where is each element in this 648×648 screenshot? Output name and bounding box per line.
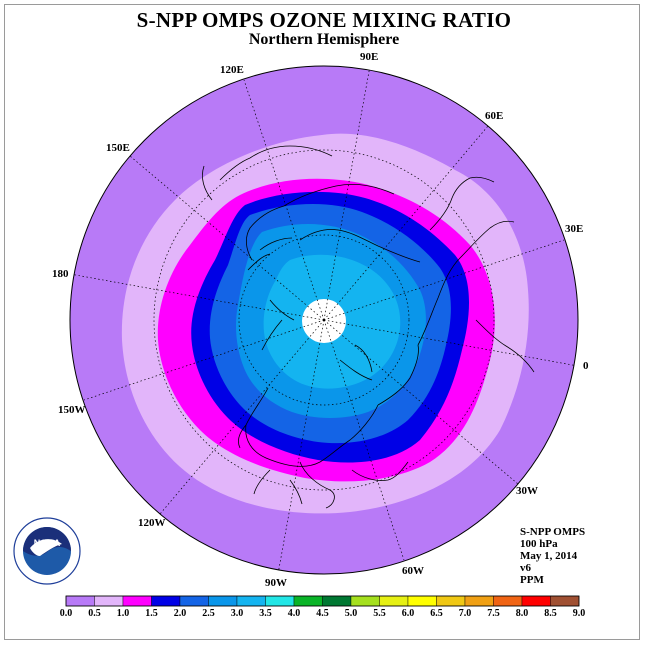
colorbar-swatch xyxy=(236,595,266,607)
colorbar-swatch xyxy=(94,595,124,607)
lon-label-90e: 90E xyxy=(360,51,379,63)
colorbar-tick-label: 9.0 xyxy=(572,608,586,619)
colorbar-tick-label: 7.0 xyxy=(458,608,472,619)
info-units: PPM xyxy=(520,574,544,586)
colorbar-swatch xyxy=(493,595,523,607)
lon-label-120e: 120E xyxy=(220,64,244,76)
colorbar-swatch xyxy=(151,595,181,607)
lon-label-60w: 60W xyxy=(402,565,424,577)
logo-text: NOAA xyxy=(34,538,61,548)
lon-label-150w: 150W xyxy=(58,404,86,416)
colorbar xyxy=(65,595,580,607)
graticule xyxy=(70,66,578,574)
page-subtitle: Northern Hemisphere xyxy=(248,31,400,48)
lon-label-180: 180 xyxy=(52,268,69,280)
colorbar-tick-label: 4.5 xyxy=(316,608,329,619)
lon-label-0: 0 xyxy=(583,360,589,372)
lon-label-150e: 150E xyxy=(106,142,130,154)
colorbar-swatch xyxy=(65,595,95,607)
map-boundary xyxy=(69,65,579,575)
info-instrument: S-NPP OMPS xyxy=(520,526,586,538)
colorbar-swatch xyxy=(322,595,352,607)
lon-label-30w: 30W xyxy=(516,485,538,497)
info-date: May 1, 2014 xyxy=(520,550,578,562)
colorbar-tick-label: 1.5 xyxy=(145,608,158,619)
colorbar-swatch xyxy=(436,595,466,607)
lon-label-120w: 120W xyxy=(138,517,166,529)
lon-label-30e: 30E xyxy=(565,223,584,235)
colorbar-swatch xyxy=(122,595,152,607)
colorbar-tick-label: 6.5 xyxy=(430,608,443,619)
colorbar-swatch xyxy=(293,595,323,607)
colorbar-swatch xyxy=(521,595,551,607)
lon-label-90w: 90W xyxy=(265,577,287,589)
colorbar-tick-label: 2.5 xyxy=(202,608,215,619)
colorbar-tick-label: 0.0 xyxy=(59,608,73,619)
info-pressure: 100 hPa xyxy=(520,538,558,550)
colorbar-tick-label: 6.0 xyxy=(401,608,415,619)
colorbar-tick-label: 7.5 xyxy=(487,608,500,619)
colorbar-swatch xyxy=(208,595,238,607)
colorbar-tick-label: 4.0 xyxy=(287,608,301,619)
colorbar-tick-label: 3.0 xyxy=(230,608,244,619)
info-block: S-NPP OMPS 100 hPa May 1, 2014 v6 PPM xyxy=(520,526,585,586)
colorbar-tick-label: 5.5 xyxy=(373,608,386,619)
colorbar-tick-label: 8.5 xyxy=(544,608,557,619)
colorbar-tick-label: 8.0 xyxy=(515,608,529,619)
colorbar-tick-label: 5.0 xyxy=(344,608,358,619)
colorbar-swatch xyxy=(179,595,209,607)
lon-label-60e: 60E xyxy=(485,110,504,122)
colorbar-swatch xyxy=(350,595,380,607)
colorbar-swatch xyxy=(265,595,295,607)
info-version: v6 xyxy=(520,562,531,574)
colorbar-tick-label: 1.0 xyxy=(116,608,130,619)
page-title: S-NPP OMPS OZONE MIXING RATIO xyxy=(136,8,512,32)
colorbar-tick-label: 3.5 xyxy=(259,608,272,619)
colorbar-tick-label: 0.5 xyxy=(88,608,101,619)
colorbar-tick-label: 2.0 xyxy=(173,608,187,619)
colorbar-swatch xyxy=(407,595,437,607)
colorbar-swatch xyxy=(379,595,409,607)
colorbar-swatch xyxy=(550,595,580,607)
plot-frame xyxy=(4,4,640,640)
colorbar-swatch xyxy=(464,595,494,607)
noaa-logo: NOAA xyxy=(13,517,81,585)
